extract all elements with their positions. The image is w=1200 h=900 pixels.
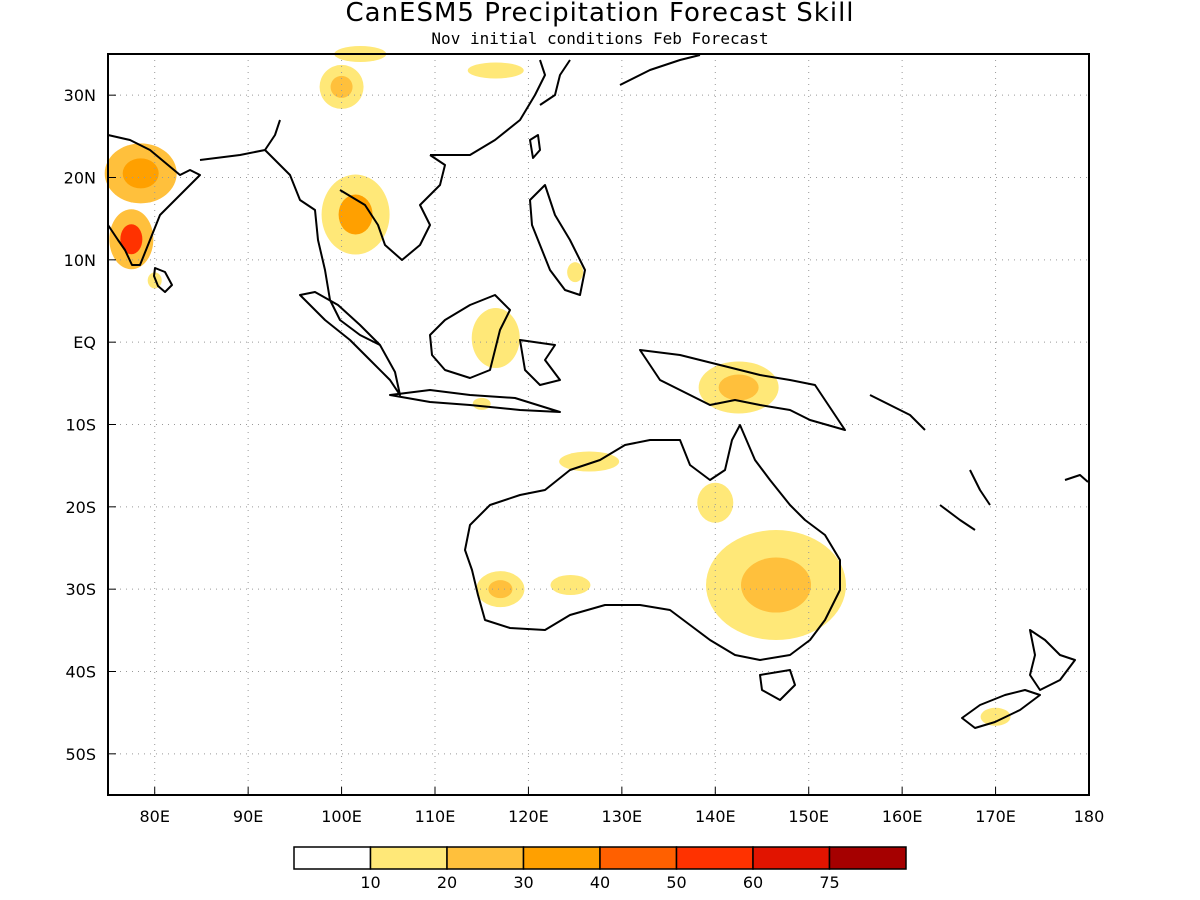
coastline-korea xyxy=(539,59,571,106)
skill-region-core xyxy=(120,224,143,255)
lat-tick-label: 20S xyxy=(65,498,96,517)
coastline-india xyxy=(107,134,201,266)
lat-tick-label: 20N xyxy=(64,169,96,188)
colorbar-label: 40 xyxy=(590,873,610,892)
coastline-philippines xyxy=(529,184,586,296)
plot-frame xyxy=(107,53,1090,796)
lon-tick-label: 110E xyxy=(415,807,456,826)
coastline-borneo xyxy=(429,294,511,379)
colorbar-swatch xyxy=(752,846,831,870)
coastline-australia xyxy=(464,424,841,661)
colorbar-label: 10 xyxy=(360,873,380,892)
skill-region-core xyxy=(718,374,759,401)
coastline-solomon xyxy=(869,394,926,431)
coastline-indochina xyxy=(339,154,446,261)
lon-tick-label: 130E xyxy=(602,807,643,826)
skill-region-core xyxy=(122,158,159,189)
skill-regions xyxy=(104,46,1011,726)
skill-region xyxy=(697,482,734,523)
colorbar-label: 75 xyxy=(819,873,839,892)
coastline-sumatra xyxy=(299,291,401,396)
coastline-fiji xyxy=(1064,474,1089,483)
skill-region xyxy=(472,397,491,410)
lon-tick-label: 100E xyxy=(321,807,362,826)
colorbar-label: 60 xyxy=(743,873,763,892)
coastline-new-caledonia xyxy=(939,504,976,531)
lat-tick-label: 40S xyxy=(65,663,96,682)
coastlines xyxy=(107,54,1089,729)
coastline-vanuatu xyxy=(969,469,991,506)
lon-tick-label: 120E xyxy=(508,807,549,826)
lon-tick-label: 170E xyxy=(975,807,1016,826)
colorbar-swatch xyxy=(675,846,754,870)
chart-subtitle: Nov initial conditions Feb Forecast xyxy=(431,29,769,48)
skill-region xyxy=(550,575,591,596)
colorbar: 10 20 30 40 50 60 75 xyxy=(293,846,907,892)
grid-lines xyxy=(108,54,1090,795)
lon-tick-label: 160E xyxy=(882,807,923,826)
lat-tick-label: 30S xyxy=(65,580,96,599)
colorbar-label: 50 xyxy=(666,873,686,892)
skill-region xyxy=(567,262,584,283)
lat-tick-label: 30N xyxy=(64,86,96,105)
lon-tick-label: 180 xyxy=(1074,807,1105,826)
chart-title: CanESM5 Precipitation Forecast Skill xyxy=(345,0,855,28)
skill-region-core xyxy=(338,194,373,235)
coastline-nz-south xyxy=(961,689,1041,729)
lat-tick-label: EQ xyxy=(73,333,96,352)
skill-region-core xyxy=(741,557,812,613)
coastline-china xyxy=(430,59,546,156)
skill-region-core xyxy=(488,580,513,599)
colorbar-label: 20 xyxy=(437,873,457,892)
colorbar-swatch xyxy=(522,846,601,870)
lat-tick-label: 50S xyxy=(65,745,96,764)
coastline-sulawesi xyxy=(519,339,561,386)
lon-tick-label: 80E xyxy=(139,807,169,826)
lon-tick-label: 140E xyxy=(695,807,736,826)
coastline-japan xyxy=(619,54,701,86)
colorbar-swatch xyxy=(446,846,525,870)
colorbar-swatch xyxy=(599,846,678,870)
coastline-sri-lanka xyxy=(153,267,173,293)
coastline-nz-north xyxy=(1029,629,1076,691)
lon-tick-label: 90E xyxy=(233,807,263,826)
coastline-myanmar xyxy=(264,149,381,346)
colorbar-label: 30 xyxy=(513,873,533,892)
colorbar-swatch xyxy=(293,846,372,870)
lat-tick-label: 10S xyxy=(65,416,96,435)
longitude-ticks: 80E 90E 100E 110E 120E 130E 140E 150E 160E 170E 18… xyxy=(139,787,1104,826)
coastline-tasmania xyxy=(759,669,796,701)
lon-tick-label: 150E xyxy=(788,807,829,826)
colorbar-swatch xyxy=(369,846,448,870)
colorbar-swatch xyxy=(828,846,907,870)
skill-region xyxy=(980,707,1011,726)
latitude-ticks: 30N 20N 10N EQ 10S 20S 30S 40S 50S xyxy=(64,86,116,764)
skill-region-core xyxy=(330,75,353,98)
lat-tick-label: 10N xyxy=(64,251,96,270)
skill-region xyxy=(467,62,524,79)
coastline-taiwan xyxy=(529,134,541,159)
coastline-new-guinea xyxy=(639,349,846,431)
coastline-java xyxy=(389,389,561,413)
skill-region xyxy=(471,308,520,369)
